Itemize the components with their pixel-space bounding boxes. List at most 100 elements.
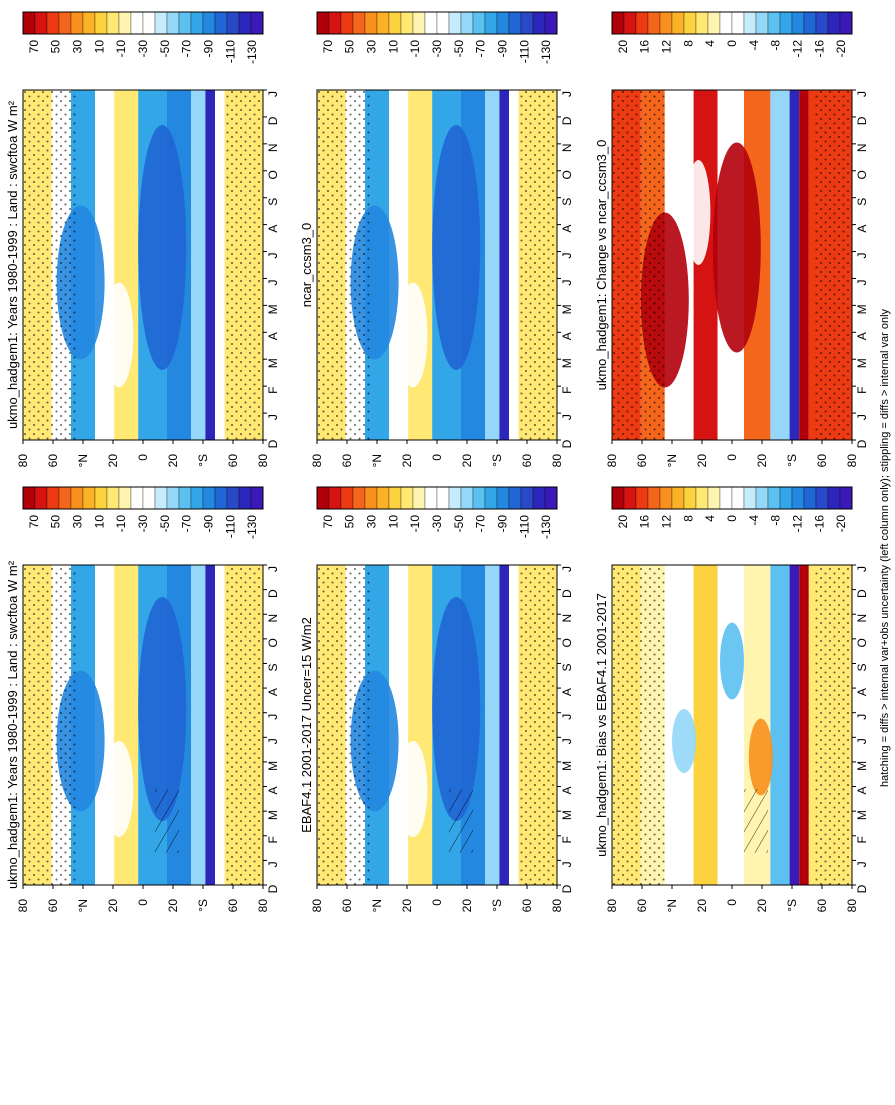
month-tick-label: N [855,614,869,623]
month-tick-label: M [560,810,574,820]
month-tick-label: M [266,304,280,314]
colorbar-cell [743,486,757,510]
colorbar-label: -110 [223,515,237,538]
colorbar-cell [827,11,841,35]
heat-cell [509,90,519,440]
colorbar-cell [779,11,793,35]
colorbar-label: -10 [408,515,422,533]
month-tick-label: A [855,332,869,340]
stipple-region [612,90,665,440]
month-tick-label: S [560,198,574,206]
colorbar-cell [635,486,649,510]
month-tick-label: F [266,386,280,393]
colorbar-cell [647,11,661,35]
colorbar-cell [839,11,853,35]
panel-1: 80 60 °N 20 0 20 °S 60 80 D J F M A M J J A S O N D J EBAF4.1 2… [299,486,574,913]
month-tick-label: S [266,663,280,671]
heat-cell [191,90,206,440]
month-tick-label: N [855,144,869,153]
month-tick-label: A [855,688,869,696]
colorbar-cell [508,11,522,35]
panel-title: ncar_ccsm3_0 [299,223,314,308]
panel-title: ukmo_hadgem1: Bias vs EBAF4.1 2001-2017 [594,593,609,857]
colorbar-cell [532,11,546,35]
month-tick-label: M [855,761,869,771]
colorbar-cell [815,11,829,35]
lat-tick-label: °N [370,899,384,912]
colorbar-cell [376,486,390,510]
colorbar-frame [316,486,558,510]
colorbar-cell [118,11,132,35]
colorbar-cell [424,11,438,35]
heat-cell [770,90,790,440]
heat-cell [499,90,509,440]
month-tick-label: J [560,738,574,744]
colorbar-cell [707,486,721,510]
colorbar-label: -70 [180,515,194,533]
lat-tick-label: °S [490,454,504,467]
lat-tick-label: 60 [815,899,829,913]
month-tick-label: D [560,884,574,893]
colorbar-cell [635,11,649,35]
month-tick-label: M [266,358,280,368]
colorbar-label: -90 [201,515,215,533]
colorbar-cell [448,11,462,35]
stipple-region [518,90,557,440]
colorbar-cell [58,11,72,35]
month-tick-label: D [855,439,869,448]
colorbar-label: -30 [136,40,150,58]
colorbar-cell [238,11,252,35]
colorbar-label: 30 [71,515,85,529]
colorbar-cell [707,11,721,35]
month-tick-label: J [560,861,574,867]
colorbar-label: 8 [681,40,695,47]
heat-cell [789,90,800,440]
lat-tick-label: 20 [755,454,769,468]
panel-title: ukmo_hadgem1: Years 1980-1999 : Land : s… [5,560,20,889]
colorbar-cell [623,11,637,35]
colorbar-cell [388,486,402,510]
colorbar-label: 30 [365,515,379,529]
colorbar-label: 16 [638,515,652,529]
heat-blob [104,741,134,837]
colorbar-cell [448,486,462,510]
lat-tick-label: 80 [310,899,324,913]
colorbar-label: 30 [365,40,379,54]
lat-tick-label: 0 [430,899,444,906]
lat-tick-label: 60 [520,899,534,913]
colorbar-cell [460,11,474,35]
colorbar-cell [496,11,510,35]
colorbar-cell [400,11,414,35]
colorbar-cell [719,486,733,510]
colorbar-cell [424,486,438,510]
colorbar-label: -110 [223,40,237,63]
colorbar-frame [316,11,558,35]
colorbar-label: -30 [430,40,444,58]
heat-cell [114,90,139,440]
heat-cell [485,90,500,440]
hatch-region [155,789,179,853]
heat-cell [114,565,139,885]
colorbar-cell [767,486,781,510]
colorbar-cell [178,11,192,35]
colorbar-cell [755,486,769,510]
month-tick-label: J [266,861,280,867]
lat-tick-label: 60 [520,454,534,468]
heat-blob [398,741,428,837]
lat-tick-label: 60 [46,454,60,468]
heat-blob [138,125,187,370]
lat-tick-label: 80 [550,899,564,913]
month-tick-label: F [560,836,574,843]
colorbar-cell [154,11,168,35]
month-tick-label: F [560,386,574,393]
colorbar-cell [46,11,60,35]
month-tick-label: J [266,714,280,720]
colorbar-label: 8 [681,515,695,522]
colorbar-cell [70,486,84,510]
colorbar-label: -20 [834,40,848,58]
panel-title: EBAF4.1 2001-2017 Uncer=15 W/m2 [299,617,314,833]
colorbar-cell [767,11,781,35]
colorbar-cell [791,11,805,35]
month-tick-label: M [855,304,869,314]
